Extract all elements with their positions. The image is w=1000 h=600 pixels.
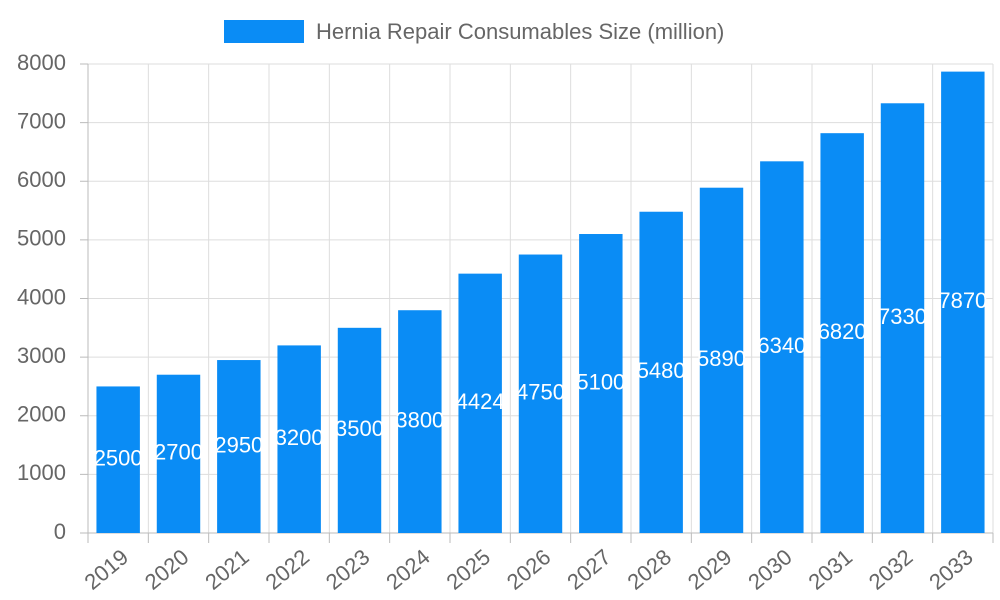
y-tick-label: 7000 [17,108,66,133]
data-label: 4424 [456,389,505,414]
data-label: 5100 [576,369,625,394]
data-label: 2950 [214,432,263,457]
x-tick-label: 2028 [623,544,677,595]
bar [337,327,382,533]
bar [458,273,502,533]
data-label: 5480 [637,358,686,383]
bar [217,360,261,533]
y-tick-label: 5000 [17,226,66,251]
bar [820,133,864,534]
x-tick-label: 2030 [743,544,797,595]
data-label: 7330 [878,304,927,329]
x-tick-label: 2023 [321,544,375,595]
data-label: 2500 [94,446,143,471]
y-tick-label: 4000 [17,284,66,309]
bar [880,103,925,533]
x-tick-label: 2021 [200,544,254,595]
data-label: 5890 [697,346,746,371]
data-label: 7870 [938,288,987,313]
x-tick-label: 2019 [80,544,134,595]
data-label: 3800 [395,407,444,432]
y-tick-label: 1000 [17,460,66,485]
bar [96,386,140,533]
y-tick-label: 2000 [17,402,66,427]
x-tick-label: 2022 [261,544,315,595]
bar [699,187,744,534]
y-tick-label: 6000 [17,167,66,192]
y-tick-label: 3000 [17,343,66,368]
data-label: 3200 [275,425,324,450]
bar [941,71,985,533]
data-label: 3500 [335,416,384,441]
bar [579,234,623,533]
x-tick-label: 2026 [502,544,556,595]
y-tick-label: 0 [54,519,66,544]
x-tick-label: 2025 [442,544,496,595]
legend-label: Hernia Repair Consumables Size (million) [316,19,724,44]
x-tick-label: 2031 [804,544,858,595]
x-tick-label: 2020 [140,544,194,595]
bar [760,161,804,533]
data-label: 6820 [818,319,867,344]
bar [277,345,321,533]
bar [518,254,563,533]
data-label: 4750 [516,380,565,405]
x-tick-label: 2033 [924,544,978,595]
bar [639,211,683,534]
legend-swatch [224,20,304,43]
bar [156,374,201,533]
x-tick-label: 2032 [864,544,918,595]
data-label: 2700 [154,440,203,465]
x-tick-label: 2029 [683,544,737,595]
bar [398,310,442,533]
x-tick-label: 2024 [381,544,435,595]
y-tick-label: 8000 [17,50,66,75]
data-label: 6340 [757,333,806,358]
x-tick-label: 2027 [562,544,616,595]
